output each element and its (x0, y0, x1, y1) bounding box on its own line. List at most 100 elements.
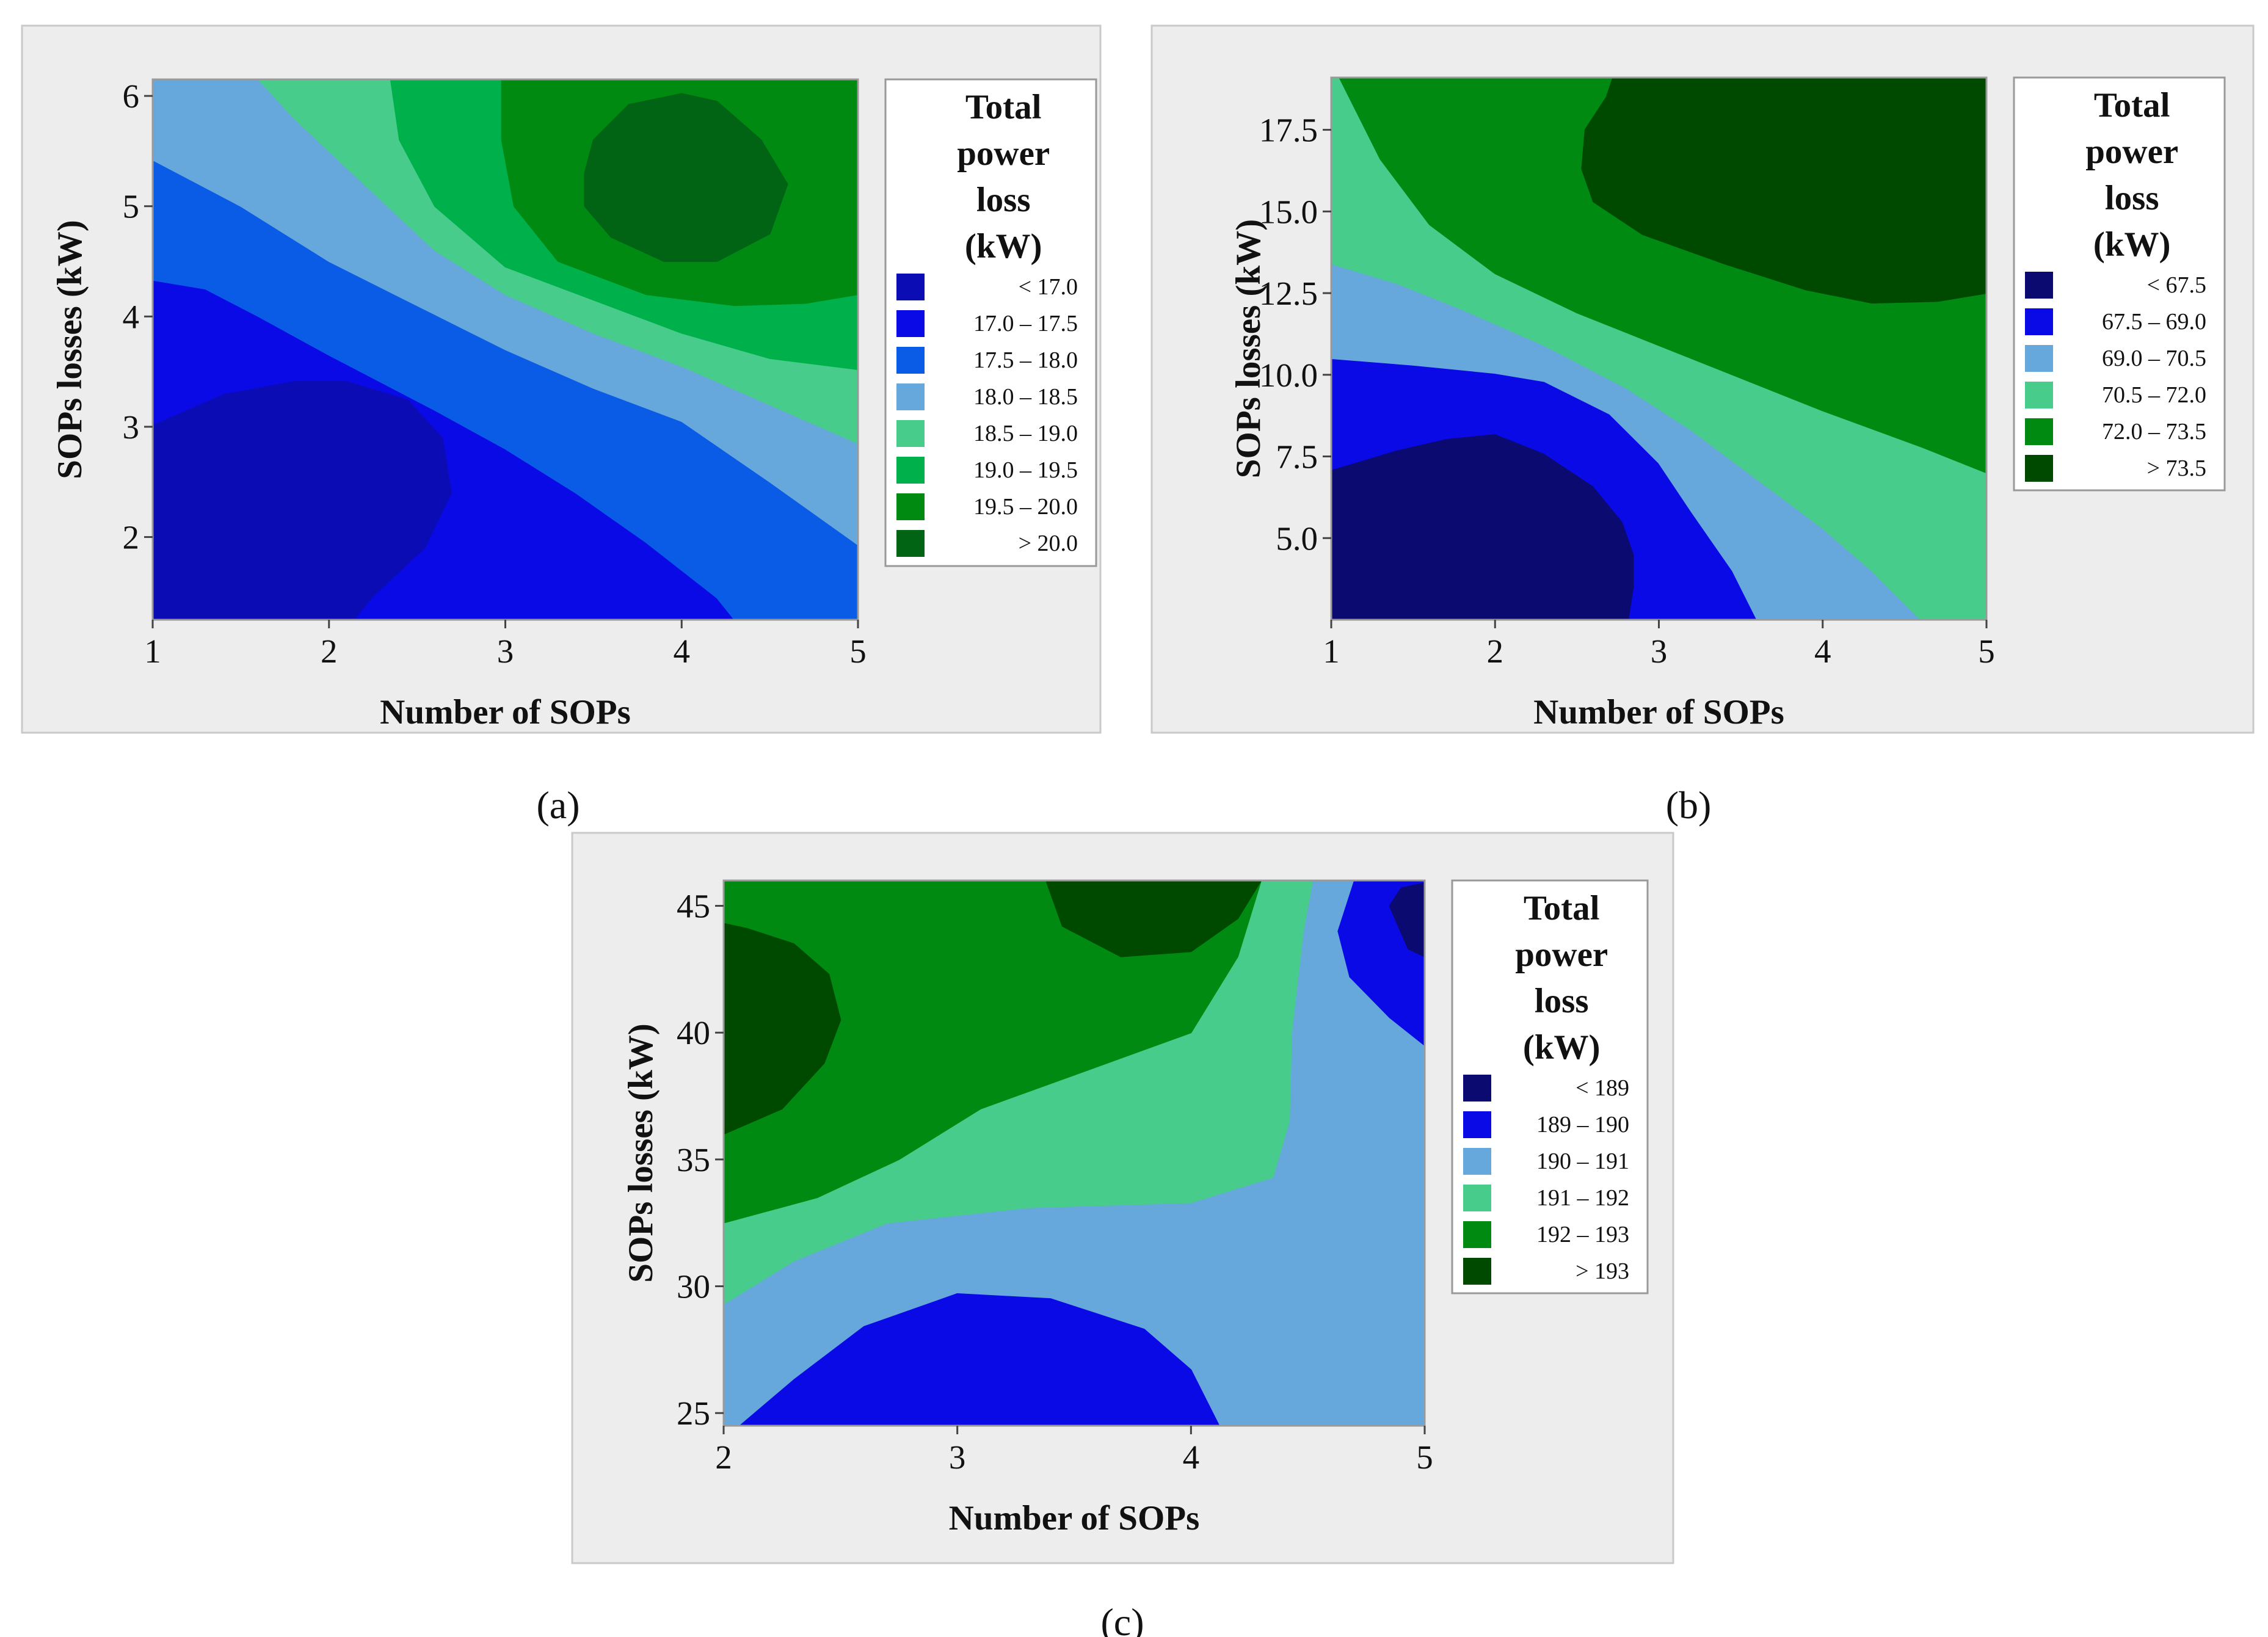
legend-entry-label: 19.5 – 20.0 (973, 494, 1078, 520)
contour-region (584, 93, 788, 262)
contour-region (724, 923, 841, 1135)
y-axis-label: SOPs losses (kW) (51, 220, 89, 479)
x-tick-label: 4 (674, 633, 691, 670)
x-tick-label: 2 (1487, 633, 1504, 670)
legend-entry-label: 190 – 191 (1536, 1149, 1629, 1174)
legend-swatch (896, 457, 925, 484)
legend-swatch (896, 383, 925, 410)
legend-swatch (2025, 345, 2053, 372)
legend-title-line: power (2085, 132, 2178, 171)
legend-title-line: Total (2094, 86, 2170, 125)
legend-swatch (896, 493, 925, 520)
legend: Total power loss (kW) < 67.5 67.5 – 69.0 69.0 … (2013, 76, 2226, 492)
legend-swatch (1463, 1148, 1491, 1175)
legend-entry-label: < 189 (1576, 1075, 1629, 1101)
legend-entry-label: 18.0 – 18.5 (973, 384, 1078, 410)
plot-frame (722, 879, 1426, 1427)
contour-region (724, 880, 1262, 1224)
legend: Total power loss (kW) < 189 189 – 190 190 – 19… (1451, 879, 1649, 1294)
legend-swatch (2025, 272, 2053, 299)
contour-region (1581, 78, 1986, 304)
legend-title-line: power (1515, 935, 1608, 974)
legend-swatch (1463, 1258, 1491, 1285)
x-tick-label: 2 (321, 633, 338, 670)
legend-swatch (2025, 455, 2053, 482)
y-tick-label: 6 (123, 78, 140, 115)
y-tick-label: 4 (123, 298, 140, 335)
legend-title-line: Total (965, 88, 1042, 126)
legend-entry-label: 191 – 192 (1536, 1185, 1629, 1211)
legend-entry-label: < 17.0 (1019, 274, 1078, 300)
legend-swatch (1463, 1111, 1491, 1138)
y-tick-label: 35 (677, 1141, 710, 1178)
y-tick-label: 17.5 (1259, 112, 1318, 149)
legend-entry-label: < 67.5 (2147, 272, 2206, 298)
y-tick-label: 45 (677, 888, 710, 925)
legend-title-line: loss (2105, 179, 2159, 217)
contour-regions (724, 880, 1425, 1426)
x-axis-label: Number of SOPs (1533, 693, 1784, 731)
legend-entry-label: 70.5 – 72.0 (2102, 382, 2206, 408)
panel-caption: (c) (1100, 1600, 1144, 1637)
x-tick-label: 3 (497, 633, 514, 670)
contour-region (1045, 880, 1262, 957)
legend-title-line: (kW) (965, 227, 1042, 266)
legend-entry-label: 18.5 – 19.0 (973, 421, 1078, 446)
legend-swatch (2025, 382, 2053, 408)
legend-swatch (896, 347, 925, 374)
x-tick-label: 1 (144, 633, 161, 670)
y-tick-label: 10.0 (1259, 357, 1318, 394)
y-axis-label: SOPs losses (kW) (1229, 219, 1268, 478)
y-tick-label: 7.5 (1276, 438, 1318, 476)
chart-a: 1 2 3 4 5 2 3 4 5 6 Number of SOPs SOPs losses (kW)… (21, 24, 1102, 827)
legend-swatch (2025, 418, 2053, 445)
legend-entry-label: 17.5 – 18.0 (973, 347, 1078, 373)
y-tick-label: 5.0 (1276, 520, 1318, 557)
x-tick-label: 3 (949, 1439, 966, 1476)
legend-entry-label: 192 – 193 (1536, 1222, 1629, 1247)
y-tick-label: 5 (123, 188, 140, 225)
x-axis-label: Number of SOPs (949, 1499, 1200, 1537)
y-axis-label: SOPs losses (kW) (622, 1023, 660, 1282)
contour-region (1389, 882, 1425, 957)
legend-entry-label: 17.0 – 17.5 (973, 311, 1078, 336)
legend-swatch (1463, 1185, 1491, 1211)
y-tick-label: 12.5 (1259, 275, 1318, 312)
contour-regions (153, 79, 858, 620)
x-tick-label: 5 (1978, 633, 1995, 670)
x-axis-label: Number of SOPs (380, 693, 631, 731)
x-tick-label: 3 (1651, 633, 1668, 670)
legend: Total power loss (kW) < 17.0 17.0 – 17.5 17.5 … (884, 78, 1097, 567)
y-tick-label: 25 (677, 1395, 710, 1432)
chart-b: 1 2 3 4 5 5.0 7.5 10.0 12.5 15.0 17.5 Number of SOP… (1150, 24, 2255, 827)
y-tick-label: 40 (677, 1014, 710, 1051)
y-tick-label: 15.0 (1259, 193, 1318, 230)
legend-entry-label: > 20.0 (1019, 531, 1078, 556)
legend-swatch (2025, 308, 2053, 335)
contour-regions (1331, 78, 1986, 620)
x-tick-label: 5 (1416, 1439, 1433, 1476)
legend-entry-label: 189 – 190 (1536, 1112, 1629, 1138)
x-tick-label: 2 (715, 1439, 732, 1476)
legend-swatch (1463, 1075, 1491, 1102)
x-tick-label: 4 (1183, 1439, 1200, 1476)
legend-swatch (896, 530, 925, 557)
x-tick-label: 4 (1814, 633, 1831, 670)
contour-region (739, 1293, 1220, 1426)
legend-entry-label: 67.5 – 69.0 (2102, 309, 2206, 335)
legend-entry-label: 72.0 – 73.5 (2102, 419, 2206, 445)
panel-caption: (a) (536, 783, 580, 827)
x-tick-label: 1 (1323, 633, 1340, 670)
legend-entry-label: > 193 (1576, 1258, 1629, 1284)
legend-title-line: (kW) (2093, 225, 2171, 264)
legend-swatch (896, 420, 925, 447)
legend-entry-label: 19.0 – 19.5 (973, 457, 1078, 483)
legend-title-line: Total (1524, 889, 1600, 927)
legend-title-line: loss (976, 181, 1031, 219)
legend-entry-label: 69.0 – 70.5 (2102, 346, 2206, 371)
legend-swatch (896, 310, 925, 337)
y-tick-label: 30 (677, 1268, 710, 1305)
legend-swatch (1463, 1221, 1491, 1248)
panel-caption: (b) (1666, 783, 1712, 827)
